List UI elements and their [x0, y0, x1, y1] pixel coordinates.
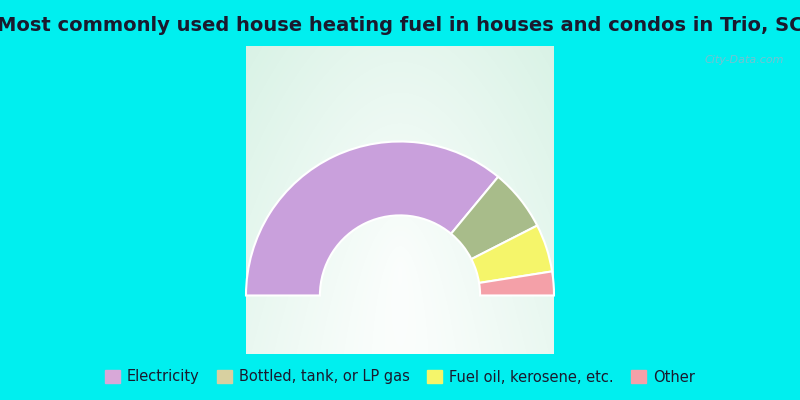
Text: Most commonly used house heating fuel in houses and condos in Trio, SC: Most commonly used house heating fuel in…: [0, 16, 800, 35]
Text: City-Data.com: City-Data.com: [705, 55, 784, 65]
Wedge shape: [471, 226, 552, 283]
Wedge shape: [479, 271, 554, 296]
Legend: Electricity, Bottled, tank, or LP gas, Fuel oil, kerosene, etc., Other: Electricity, Bottled, tank, or LP gas, F…: [99, 364, 701, 390]
Wedge shape: [451, 177, 538, 259]
Wedge shape: [246, 142, 498, 296]
